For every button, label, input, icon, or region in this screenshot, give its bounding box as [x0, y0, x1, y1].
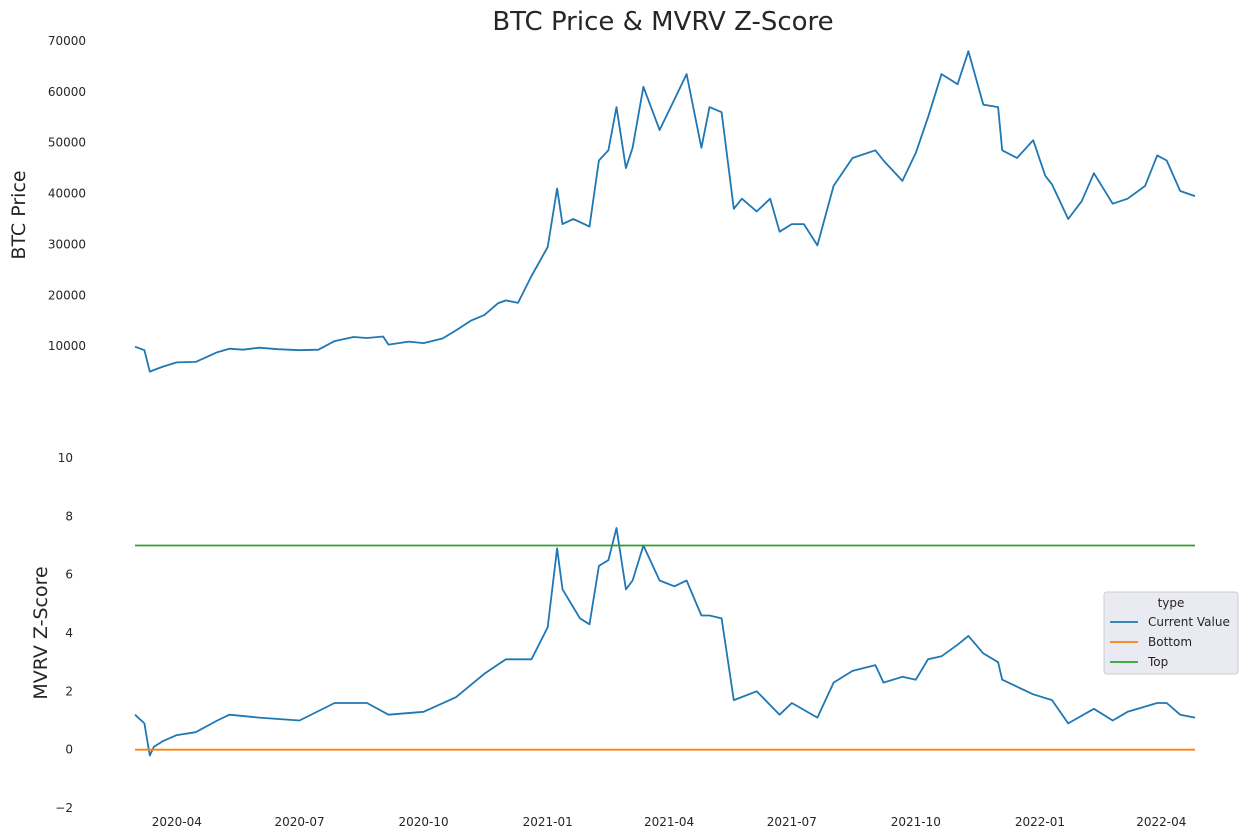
price-y-tick-label: 60000 [48, 85, 86, 99]
price-y-tick-label: 10000 [48, 339, 86, 353]
mvrv-y-tick-label: −2 [55, 801, 73, 815]
x-tick-label: 2021-04 [644, 815, 694, 829]
mvrv-y-tick-label: 6 [65, 568, 73, 582]
legend-title: type [1158, 596, 1185, 610]
mvrv-y-tick-label: 8 [65, 509, 73, 523]
legend: type Current Value Bottom Top [1103, 591, 1239, 675]
price-y-axis-title: BTC Price [8, 170, 30, 259]
x-tick-label: 2020-04 [152, 815, 202, 829]
legend-label: Current Value [1148, 615, 1230, 629]
x-tick-label: 2020-07 [274, 815, 324, 829]
mvrv-panel: −2 0 2 4 6 8 10 [55, 451, 1196, 815]
mvrv-y-tick-label: 4 [65, 626, 73, 640]
legend-label: Bottom [1148, 635, 1192, 649]
x-tick-label: 2021-07 [767, 815, 817, 829]
mvrv-y-axis-title: MVRV Z-Score [30, 566, 52, 699]
mvrv-current-value-line [134, 527, 1196, 757]
price-y-tick-label: 40000 [48, 187, 86, 201]
x-tick-label: 2021-10 [891, 815, 941, 829]
x-tick-label: 2021-01 [523, 815, 573, 829]
price-panel: 10000 20000 30000 40000 50000 60000 70000 [48, 34, 1196, 373]
x-tick-label: 2022-04 [1136, 815, 1186, 829]
x-axis: 2020-04 2020-07 2020-10 2021-01 2021-04 2021-… [152, 815, 1187, 829]
legend-box [1103, 591, 1239, 675]
mvrv-y-tick-label: 2 [65, 684, 73, 698]
mvrv-y-tick-label: 0 [65, 743, 73, 757]
price-series-line [134, 50, 1196, 373]
legend-label: Top [1147, 655, 1168, 669]
mvrv-y-tick-label: 10 [58, 451, 73, 465]
price-y-tick-label: 50000 [48, 136, 86, 150]
price-y-tick-label: 70000 [48, 34, 86, 48]
price-y-tick-label: 20000 [48, 288, 86, 302]
x-tick-label: 2022-01 [1015, 815, 1065, 829]
x-tick-label: 2020-10 [399, 815, 449, 829]
chart-title: BTC Price & MVRV Z-Score [492, 7, 833, 37]
price-y-tick-label: 30000 [48, 237, 86, 251]
